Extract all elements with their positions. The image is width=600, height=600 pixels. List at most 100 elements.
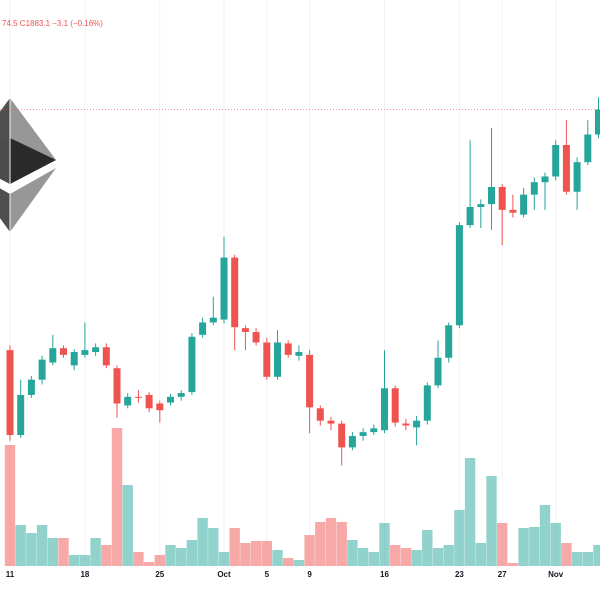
logo-part (0, 138, 10, 184)
volume-bar (561, 543, 572, 566)
candle-body (156, 403, 164, 411)
volume-bar (154, 555, 165, 566)
x-axis: 11 18 25 Oct 5 9 16 23 27 Nov (6, 570, 564, 579)
volume-bar (390, 545, 401, 566)
volume-bar (304, 535, 315, 566)
candle-body (134, 396, 142, 398)
volume-bar (293, 560, 305, 566)
candle-body (70, 352, 78, 366)
volume-bar (165, 545, 176, 566)
candle-body (338, 423, 346, 448)
x-tick-label: 23 (455, 570, 464, 579)
candle-body (595, 109, 600, 135)
logo-part (0, 188, 10, 232)
volume-bar (101, 545, 112, 566)
candle-body (520, 194, 528, 215)
candle-body (445, 325, 453, 358)
volume-bar (497, 523, 508, 566)
volume-bar (432, 548, 444, 566)
volume-layer (4, 428, 600, 566)
candle-body (530, 182, 538, 195)
x-tick-label: 18 (80, 570, 89, 579)
volume-bar (454, 510, 465, 566)
volume-bar (90, 538, 101, 566)
candle-body (102, 347, 110, 366)
volume-bar (133, 552, 144, 566)
ethereum-logo (0, 98, 56, 232)
candle-body (220, 257, 228, 320)
volume-bar (368, 552, 379, 566)
candle-body (6, 350, 14, 435)
volume-bar (58, 538, 69, 566)
logo-part (10, 138, 56, 184)
candle-body (413, 420, 421, 428)
volume-bar (143, 562, 155, 566)
candle-body (113, 368, 121, 404)
candle-body (38, 359, 46, 380)
candle-body (455, 225, 463, 326)
candle-body (391, 388, 399, 423)
volume-bar (443, 545, 454, 566)
volume-bar (197, 518, 208, 566)
grid (0, 0, 600, 566)
candle-body (327, 420, 335, 424)
volume-bar (593, 545, 600, 566)
candle-body (92, 347, 100, 353)
x-tick-label: 5 (265, 570, 270, 579)
volume-bar (411, 550, 422, 566)
candle-body (562, 145, 570, 192)
volume-bar (486, 476, 497, 566)
volume-bar (464, 458, 476, 566)
candle-body (263, 342, 271, 377)
volume-bar (529, 527, 540, 566)
volume-bar (122, 485, 133, 566)
candle-body (552, 145, 560, 177)
volume-bar (336, 522, 347, 566)
volume-bar (518, 528, 529, 566)
candle-body (49, 348, 57, 363)
volume-bar (325, 518, 337, 566)
volume-bar (571, 552, 583, 566)
volume-bar (357, 548, 369, 566)
candle-body (466, 207, 474, 226)
volume-bar (272, 550, 283, 566)
x-tick-label: 25 (155, 570, 164, 579)
candle-body (209, 317, 217, 323)
candle-body (252, 331, 260, 343)
candle-body (284, 343, 292, 355)
volume-bar (550, 523, 561, 566)
candle-body (295, 352, 303, 356)
volume-bar (379, 523, 390, 566)
volume-bar (240, 543, 251, 566)
candle-body (17, 394, 25, 435)
candle-body (306, 354, 314, 408)
candle-body (370, 428, 378, 433)
candle-body (423, 385, 431, 421)
candle-body (488, 186, 495, 205)
volume-bar (229, 528, 240, 566)
candle-body (199, 322, 207, 335)
candle-body (231, 257, 239, 328)
volume-bar (36, 525, 48, 566)
candle-body (241, 328, 249, 332)
candle-body (188, 336, 196, 393)
volume-bar (79, 555, 91, 566)
candle-body (81, 350, 89, 355)
volume-bar (347, 540, 358, 566)
volume-bar (315, 522, 326, 566)
x-tick-label: 27 (498, 570, 507, 579)
candle-body (498, 186, 506, 210)
volume-bar (186, 540, 198, 566)
candle-body (145, 394, 153, 409)
volume-bar (507, 563, 519, 566)
volume-bar (422, 530, 433, 566)
volume-bar (47, 538, 58, 566)
candle-body (124, 396, 132, 406)
volume-bar (582, 552, 593, 566)
volume-bar (283, 558, 294, 566)
volume-bar (176, 548, 187, 566)
x-tick-label: 9 (307, 570, 312, 579)
volume-bar (111, 428, 123, 566)
x-tick-label: Oct (217, 570, 231, 579)
